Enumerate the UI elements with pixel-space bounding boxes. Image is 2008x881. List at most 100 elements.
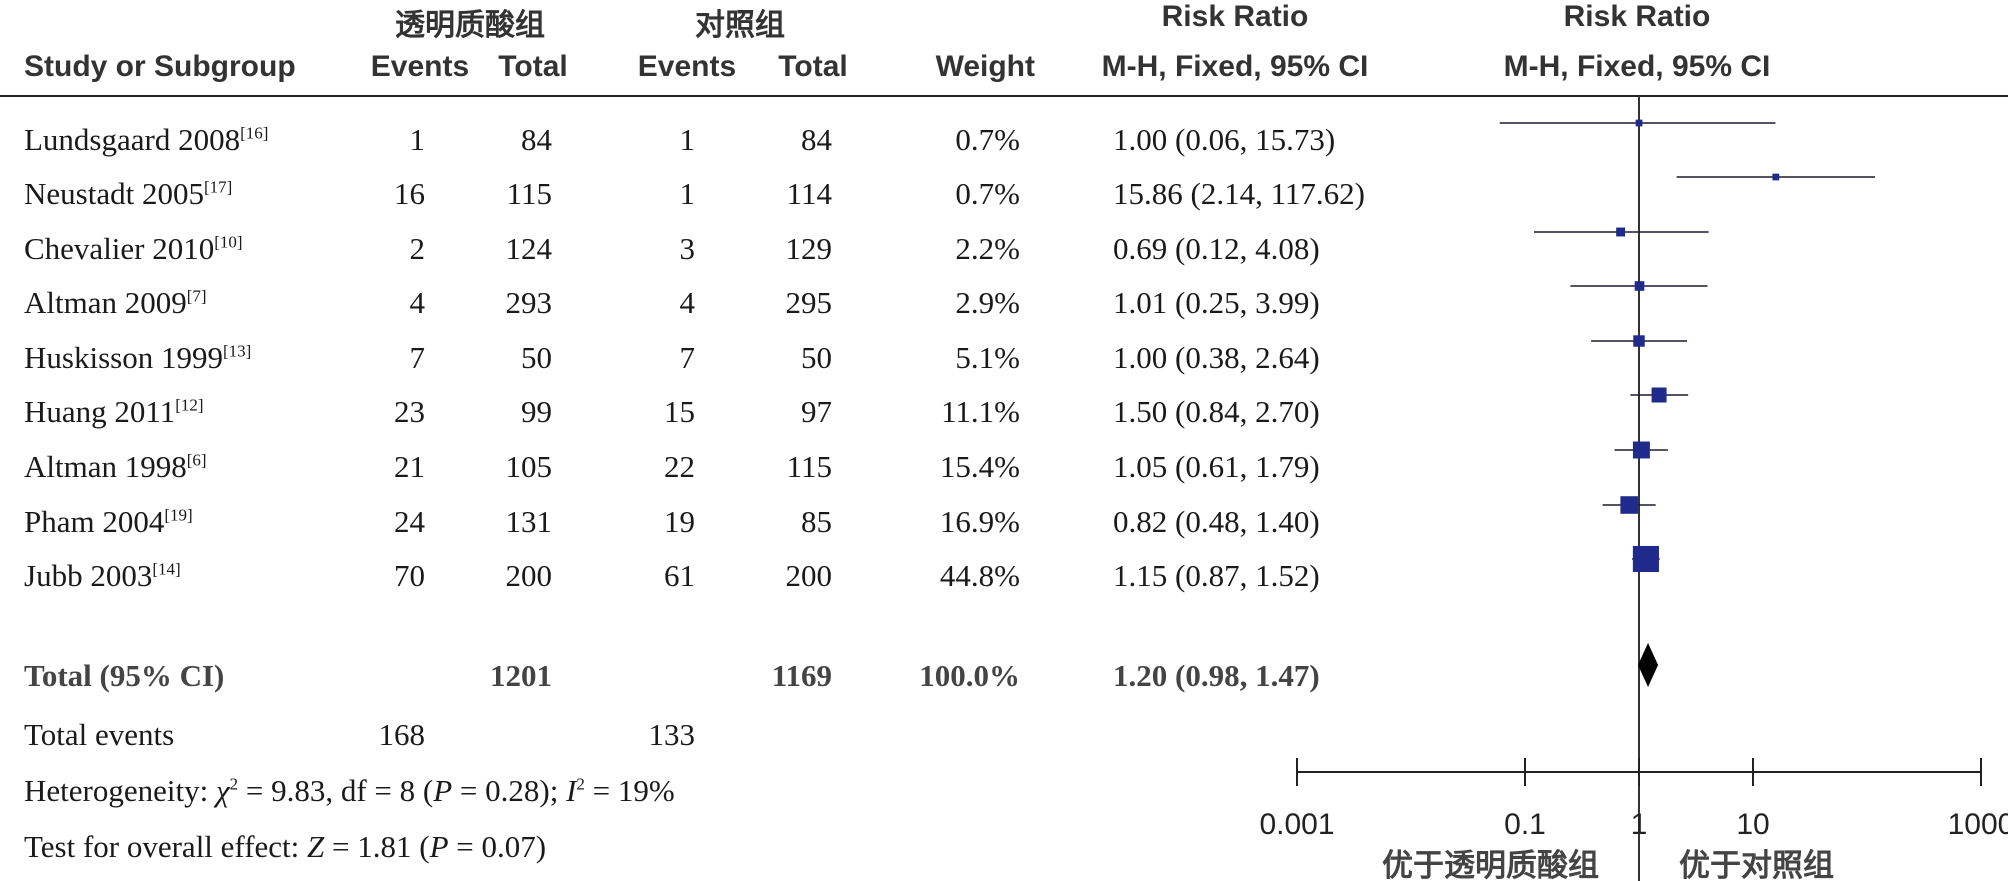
events-1: 23 (394, 394, 425, 429)
total1-header: Total (498, 50, 568, 83)
study-name: Huskisson 1999[13] (24, 340, 252, 375)
events-2: 7 (679, 340, 696, 375)
weight-marker (1651, 387, 1667, 403)
x-tick-label: 10 (1736, 808, 1769, 841)
study-name: Altman 1998[6] (24, 449, 207, 484)
weight: 44.8% (939, 558, 1020, 593)
reference-marker: [19] (164, 505, 193, 525)
events-1: 4 (409, 285, 426, 320)
study-header: Study or Subgroup (24, 50, 296, 83)
study-name: Chevalier 2010[10] (24, 231, 243, 266)
study-name: Huang 2011[12] (24, 394, 204, 429)
events-2: 4 (679, 285, 696, 320)
x-tick-label: 0.001 (1259, 808, 1334, 841)
study-name: Neustadt 2005[17] (24, 176, 233, 211)
total-1: 200 (505, 558, 553, 593)
weight-marker (1632, 545, 1659, 573)
weight: 16.9% (939, 504, 1020, 539)
weight: 5.1% (955, 340, 1020, 375)
weight-marker (1633, 335, 1645, 347)
reference-marker: [14] (152, 559, 181, 579)
events-2: 19 (664, 504, 695, 539)
weight: 2.2% (955, 231, 1020, 266)
reference-marker: [12] (175, 395, 204, 415)
reference-marker: [7] (186, 286, 207, 306)
events-2: 15 (664, 394, 695, 429)
favours-right-label: 优于对照组 (1679, 848, 1834, 881)
favours-left-label: 优于透明质酸组 (1382, 848, 1599, 881)
weight-marker (1772, 173, 1780, 181)
overall-diamond (1637, 643, 1659, 687)
events-2: 22 (664, 449, 695, 484)
weight: 15.4% (939, 449, 1020, 484)
reference-marker: [13] (222, 341, 252, 361)
events-1: 24 (394, 504, 425, 539)
group2-header: 对照组 (695, 9, 785, 42)
total-2: 85 (801, 504, 832, 539)
total-2: 200 (785, 558, 833, 593)
header-rule (0, 95, 2008, 97)
weight-marker (1632, 441, 1650, 459)
total-2: 50 (801, 340, 832, 375)
weight-marker (1634, 281, 1645, 291)
heterogeneity-line: Heterogeneity: χ2 = 9.83, df = 8 (P = 0.… (24, 773, 675, 808)
events-2: 1 (679, 122, 696, 157)
risk-ratio-ci: 1.50 (0.84, 2.70) (1113, 394, 1320, 429)
x-tick-label: 1 (1631, 808, 1648, 841)
total-label: Total (95% CI) (24, 658, 225, 693)
total-events-label: Total events (24, 717, 175, 752)
risk-ratio-ci: 15.86 (2.14, 117.62) (1113, 176, 1365, 211)
weight-marker (1620, 496, 1638, 514)
weight: 0.7% (955, 122, 1020, 157)
risk-ratio-ci: 1.05 (0.61, 1.79) (1113, 449, 1320, 484)
risk-ratio-ci: 0.82 (0.48, 1.40) (1113, 504, 1320, 539)
events-2: 3 (679, 231, 696, 266)
risk-ratio-ci: 1.01 (0.25, 3.99) (1113, 285, 1320, 320)
risk-ratio-ci: 1.00 (0.06, 15.73) (1113, 122, 1336, 157)
total-2: 114 (786, 176, 832, 211)
risk-ratio-ci: 1.00 (0.38, 2.64) (1113, 340, 1320, 375)
total-weight: 100.0% (919, 658, 1020, 693)
total-1: 131 (505, 504, 553, 539)
study-name: Jubb 2003[14] (24, 558, 181, 593)
risk-ratio-ci: 0.69 (0.12, 4.08) (1113, 231, 1320, 266)
total-2: 115 (786, 449, 832, 484)
plot-method-header: M-H, Fixed, 95% CI (1503, 50, 1771, 83)
events-1: 70 (394, 558, 425, 593)
total-t1: 1201 (490, 658, 552, 693)
events-1: 2 (409, 231, 426, 266)
reference-marker: [16] (240, 123, 269, 143)
x-tick-label: 1000 (1948, 808, 2008, 841)
total-t2: 1169 (771, 658, 832, 693)
weight: 11.1% (941, 394, 1020, 429)
overall-effect-line: Test for overall effect: Z = 1.81 (P = 0… (24, 829, 547, 864)
events-2: 61 (664, 558, 695, 593)
weight: 2.9% (955, 285, 1020, 320)
study-name: Pham 2004[19] (24, 504, 193, 539)
reference-marker: [10] (214, 232, 243, 252)
total-1: 99 (521, 394, 552, 429)
events-1: 21 (394, 449, 425, 484)
weight: 0.7% (955, 176, 1020, 211)
reference-marker: [6] (186, 450, 207, 470)
weight-header: Weight (935, 50, 1035, 83)
total-events-e2: 133 (648, 717, 696, 752)
x-tick-label: 0.1 (1504, 808, 1546, 841)
events2-header: Events (637, 50, 737, 83)
events-1: 7 (409, 340, 426, 375)
total-1: 293 (505, 285, 553, 320)
total-1: 124 (505, 231, 553, 266)
events-1: 16 (394, 176, 425, 211)
total-1: 84 (521, 122, 552, 157)
weight-marker (1616, 227, 1626, 237)
weight-marker (1635, 119, 1643, 127)
total-ci: 1.20 (0.98, 1.47) (1113, 658, 1320, 693)
total-1: 105 (505, 449, 553, 484)
study-name: Lundsgaard 2008[16] (24, 122, 269, 157)
rr-method-header: M-H, Fixed, 95% CI (1101, 50, 1369, 83)
study-name: Altman 2009[7] (24, 285, 207, 320)
risk-ratio-ci: 1.15 (0.87, 1.52) (1113, 558, 1320, 593)
events1-header: Events (370, 50, 470, 83)
group1-header: 透明质酸组 (395, 9, 545, 42)
total-2: 129 (785, 231, 833, 266)
